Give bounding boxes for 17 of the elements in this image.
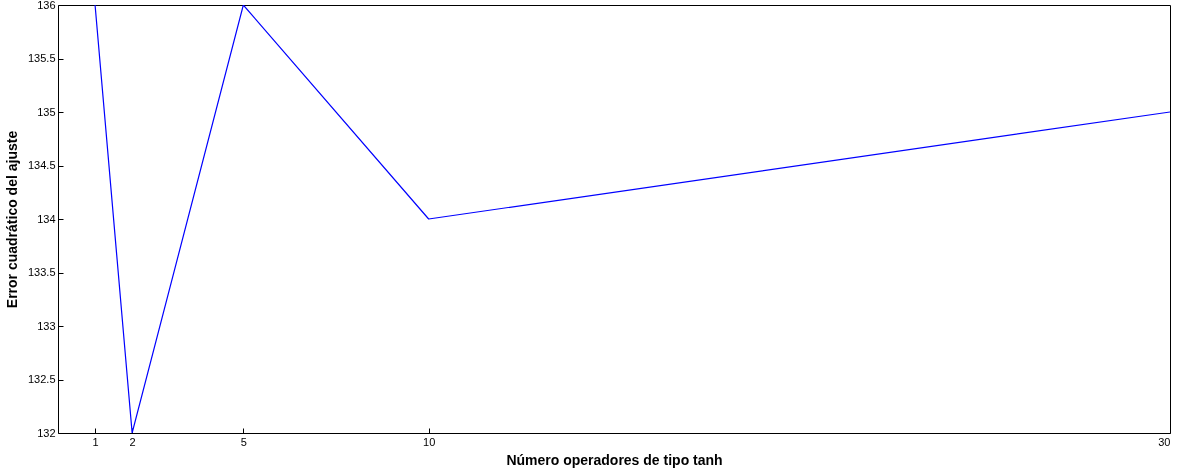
y-tick-label: 135 [37, 105, 56, 118]
y-tick-label: 136 [37, 0, 56, 11]
y-tick-label: 133 [37, 319, 56, 332]
y-tick-label: 134.5 [27, 159, 56, 171]
x-tick-label: 2 [129, 435, 136, 448]
line-series [94, 5, 1170, 433]
y-tick-label: 132.5 [27, 373, 56, 385]
x-tick-label: 30 [1158, 435, 1171, 448]
x-axis-title: Número operadores de tipo tanh [506, 451, 723, 468]
x-tick-label: 5 [240, 435, 247, 448]
y-axis-title: Error cuadrático del ajuste [3, 130, 20, 309]
y-tick-label: 132 [37, 426, 56, 439]
y-tick-label: 135.5 [27, 52, 56, 64]
y-tick-label: 133.5 [27, 266, 56, 278]
x-tick-label: 1 [92, 435, 99, 448]
x-tick-label: 10 [423, 435, 436, 448]
y-tick-label: 134 [37, 212, 56, 225]
